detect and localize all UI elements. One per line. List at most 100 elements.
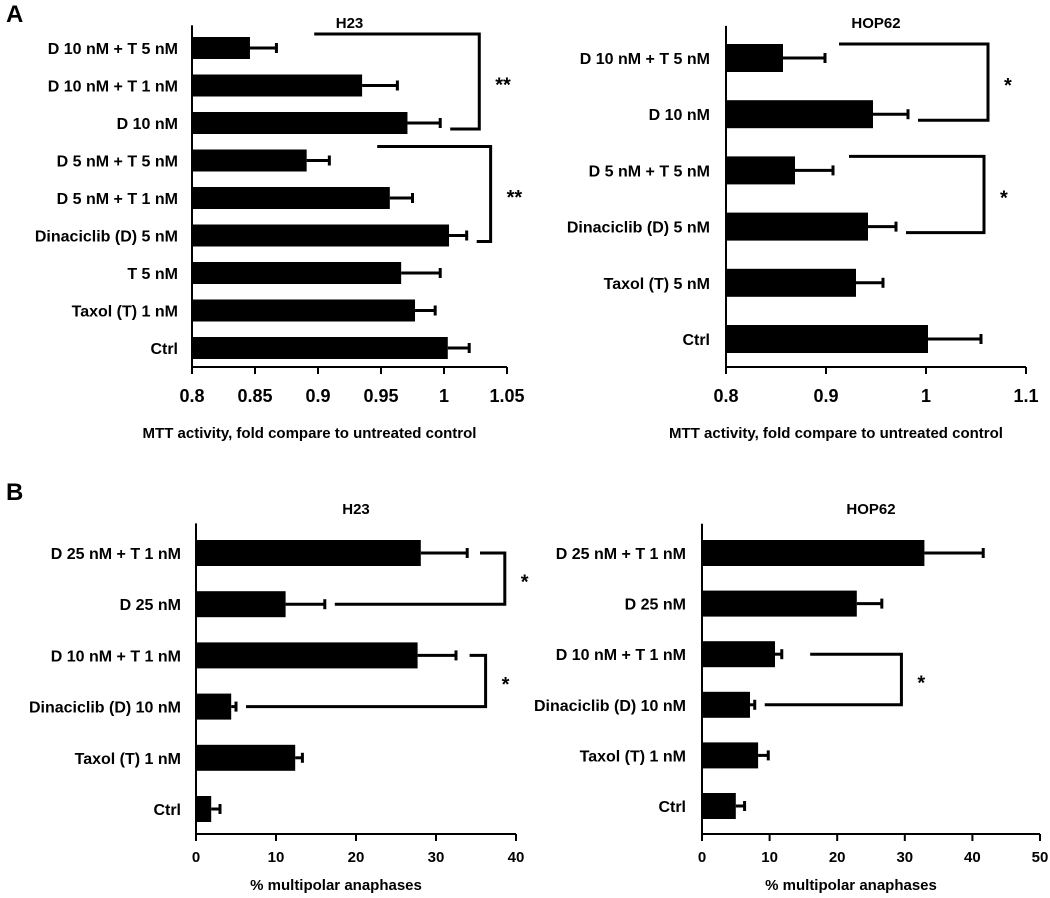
bar [192,299,416,322]
significance-marker: * [1000,188,1008,210]
x-tick-label: 0.9 [305,386,330,406]
chart-title: HOP62 [851,15,900,32]
bar [192,187,390,209]
category-label: D 10 nM + T 1 nM [556,647,686,664]
bar [192,224,450,247]
x-tick-label: 10 [761,849,778,866]
category-label: Taxol (T) 1 nM [580,748,686,765]
bar [196,642,418,669]
bar [192,149,307,172]
x-tick-label: 1.05 [489,386,524,406]
category-label: Taxol (T) 1 nM [75,751,181,768]
significance-marker: ** [507,187,523,209]
x-axis-label: % multipolar anaphases [250,877,422,894]
bar [726,156,795,185]
category-label: Dinaciclib (D) 5 nM [35,229,178,246]
bar [192,262,402,284]
significance-marker: * [521,572,529,594]
bar [196,591,286,618]
panel-a-label: A [6,1,23,28]
chart-a-h23: H23 D 10 nM + T 5 nM D 10 nM + T 1 nM D 10 … [35,15,525,442]
chart-a-hop62: HOP62 D 10 nM + T 5 nM D 10 nM D 5 nM + T 5… [567,15,1039,442]
category-label: Ctrl [153,802,181,819]
bar [196,796,212,822]
category-label: Dinaciclib (D) 5 nM [567,220,710,237]
category-label: D 10 nM [649,107,710,124]
category-label: D 25 nM [120,597,181,614]
bar [726,100,873,129]
category-label: Dinaciclib (D) 10 nM [29,700,181,717]
category-label: D 10 nM + T 5 nM [48,41,178,58]
chart-title: H23 [342,501,370,518]
significance-marker: * [1004,75,1012,97]
chart-title: H23 [336,15,364,32]
x-tick-label: 1 [921,386,931,406]
significance-bracket [334,551,507,606]
x-tick-label: 30 [428,849,445,866]
bar [196,540,421,566]
x-axis-label: % multipolar anaphases [765,877,937,894]
x-tick-label: 0.8 [713,386,738,406]
category-label: D 25 nM [625,597,686,614]
category-label: D 5 nM + T 5 nM [57,154,178,171]
bar [192,74,363,97]
bar [726,44,783,72]
bar [726,212,868,241]
bar [702,641,776,668]
significance-marker: ** [495,75,511,97]
bar [726,268,856,297]
chart-b-h23: H23 D 25 nM + T 1 nM D 25 nM D 10 nM + T 1 … [29,501,529,894]
significance-bracket [764,652,903,707]
category-label: D 25 nM + T 1 nM [556,546,686,563]
x-tick-label: 50 [1032,849,1049,866]
significance-bracket [377,145,493,243]
category-label: Dinaciclib (D) 10 nM [534,698,686,715]
x-tick-label: 20 [829,849,846,866]
chart-b-hop62: HOP62 D 25 nM + T 1 nM D 25 nM D 10 nM + T … [534,501,1048,894]
x-tick-label: 1.1 [1013,386,1038,406]
chart-title: HOP62 [846,501,895,518]
bar [192,112,408,134]
x-tick-label: 0 [192,849,200,866]
bar [192,37,250,59]
x-tick-label: 40 [964,849,981,866]
significance-marker: * [917,673,925,695]
significance-bracket [839,42,990,122]
significance-bracket [314,32,481,131]
bar [726,325,928,353]
category-label: D 10 nM [117,116,178,133]
bar [702,590,857,617]
category-label: D 25 nM + T 1 nM [51,546,181,563]
panel-b-label: B [6,479,23,506]
category-label: Ctrl [658,799,686,816]
bar [196,744,296,771]
bar [192,337,448,359]
category-label: D 10 nM + T 5 nM [580,51,710,68]
x-tick-label: 0.8 [179,386,204,406]
x-axis-label: MTT activity, fold compare to untreated … [669,425,1003,442]
x-tick-label: 0 [698,849,706,866]
category-label: T 5 nM [127,266,178,283]
category-label: D 5 nM + T 1 nM [57,191,178,208]
x-tick-label: 0.9 [813,386,838,406]
x-axis-label: MTT activity, fold compare to untreated … [143,425,477,442]
bar [702,793,736,819]
bar [196,693,232,720]
category-label: Taxol (T) 5 nM [604,276,710,293]
x-tick-label: 1 [439,386,449,406]
x-tick-label: 30 [896,849,913,866]
x-tick-label: 40 [508,849,525,866]
significance-marker: * [502,674,510,696]
x-tick-label: 10 [268,849,285,866]
category-label: Ctrl [150,341,178,358]
category-label: D 10 nM + T 1 nM [48,79,178,96]
x-tick-label: 20 [348,849,365,866]
x-tick-label: 0.85 [237,386,272,406]
significance-bracket [849,154,986,235]
x-tick-label: 0.95 [363,386,398,406]
category-label: Taxol (T) 1 nM [72,304,178,321]
category-label: Ctrl [682,332,710,349]
category-label: D 10 nM + T 1 nM [51,648,181,665]
bar [702,742,759,769]
